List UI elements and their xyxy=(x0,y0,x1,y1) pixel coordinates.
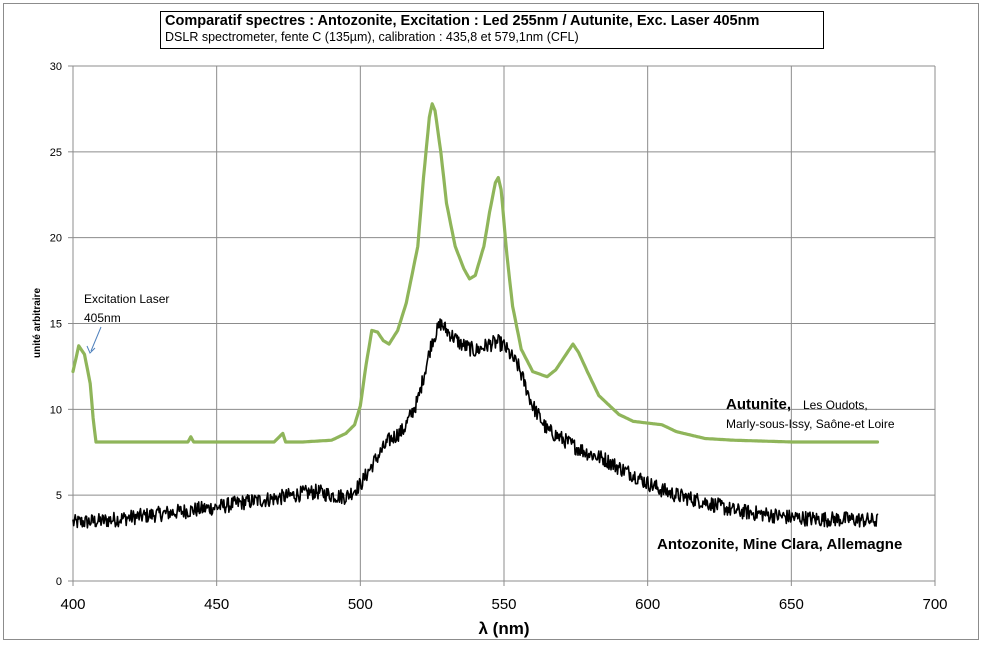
series-line-antozonite xyxy=(72,318,879,529)
y-tick-label: 10 xyxy=(50,404,62,416)
y-axis-label: unité arbitraire xyxy=(32,288,43,358)
x-tick-label: 700 xyxy=(922,596,947,613)
y-tick-label: 30 xyxy=(50,61,62,73)
chart-subtitle: DSLR spectrometer, fente C (135µm), cali… xyxy=(165,30,579,44)
autunite-label-rest1: Les Oudots, xyxy=(803,398,868,412)
grid-lines xyxy=(73,65,936,581)
autunite-label-bold: Autunite, xyxy=(726,396,791,413)
y-tick-label: 5 xyxy=(56,490,62,502)
y-tick-label: 25 xyxy=(50,147,62,159)
x-tick-label: 550 xyxy=(491,596,516,613)
y-tick-label: 15 xyxy=(50,319,62,331)
y-tick-label: 0 xyxy=(56,576,62,588)
chart-frame xyxy=(3,3,979,640)
series-layer xyxy=(71,102,880,529)
y-tick-label: 20 xyxy=(50,233,62,245)
x-tick-label: 400 xyxy=(60,596,85,613)
x-tick-label: 500 xyxy=(348,596,373,613)
tick-labels: 400 450 500 550 600 650 700 0 5 10 15 20 25 30 xyxy=(50,61,948,613)
series-line-autunite xyxy=(71,102,880,444)
x-tick-label: 650 xyxy=(779,596,804,613)
laser-annotation-line1: Excitation Laser xyxy=(84,292,169,306)
chart-title: Comparatif spectres : Antozonite, Excita… xyxy=(165,13,760,29)
x-tick-label: 600 xyxy=(635,596,660,613)
axes xyxy=(68,65,936,586)
laser-annotation-arrowhead xyxy=(86,345,96,354)
x-axis-label: λ (nm) xyxy=(479,619,530,638)
x-tick-label: 450 xyxy=(204,596,229,613)
laser-annotation-line2: 405nm xyxy=(84,311,121,325)
antozonite-label: Antozonite, Mine Clara, Allemagne xyxy=(657,536,902,553)
autunite-label-rest2: Marly-sous-Issy, Saône-et Loire xyxy=(726,417,895,431)
laser-annotation-arrow xyxy=(90,326,102,352)
chart-title-box: Comparatif spectres : Antozonite, Excita… xyxy=(160,11,824,49)
